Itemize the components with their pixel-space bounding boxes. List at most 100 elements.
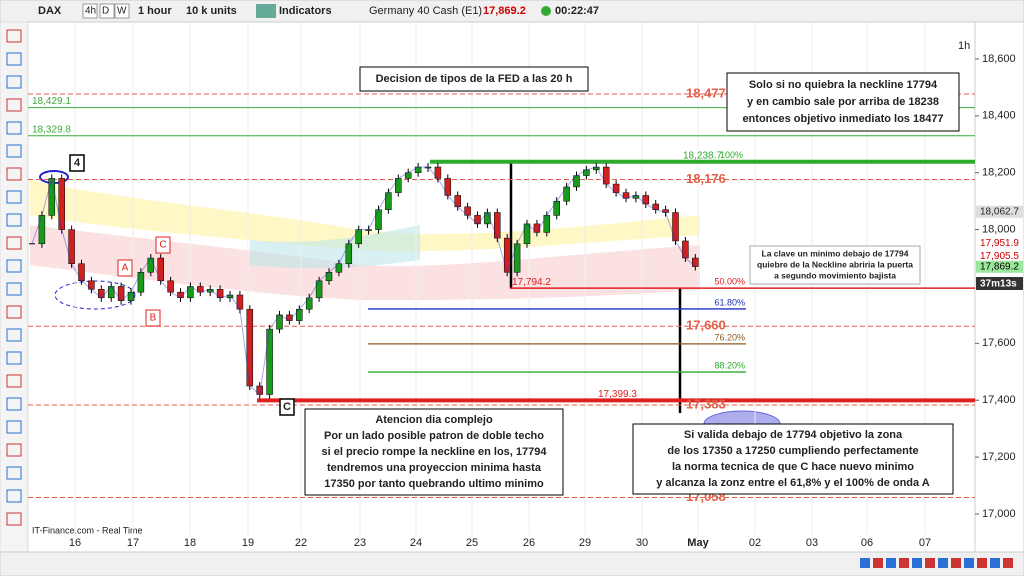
tool-icon[interactable] bbox=[6, 75, 22, 89]
tool-icon[interactable] bbox=[6, 167, 22, 181]
tool-icon[interactable] bbox=[6, 190, 22, 204]
candle bbox=[88, 280, 95, 290]
tool-icon[interactable] bbox=[6, 397, 22, 411]
tool-icon[interactable] bbox=[6, 236, 22, 250]
tool-icon[interactable] bbox=[6, 52, 22, 66]
left-toolbar bbox=[0, 21, 29, 553]
x-tick-label: 18 bbox=[184, 537, 196, 549]
note-line: tendremos una proyeccion minima hasta bbox=[327, 462, 542, 474]
tool-icon[interactable] bbox=[6, 374, 22, 388]
fib-label: 76.20% bbox=[714, 332, 745, 342]
candle bbox=[523, 223, 531, 245]
candle bbox=[692, 257, 699, 267]
candle bbox=[434, 166, 442, 179]
y-tick-label: 17,200 bbox=[982, 451, 1016, 463]
bottom-icon[interactable] bbox=[886, 558, 896, 568]
tool-icon[interactable] bbox=[6, 282, 22, 296]
candle bbox=[503, 237, 511, 273]
bottom-toolbar bbox=[0, 551, 1024, 576]
note-line: quiebre de la Neckline abriria la puerta bbox=[757, 259, 913, 269]
candle bbox=[642, 195, 650, 205]
tool-icon[interactable] bbox=[6, 351, 22, 365]
tool-icon[interactable] bbox=[6, 328, 22, 342]
tf-button[interactable] bbox=[99, 3, 115, 19]
candle bbox=[117, 286, 125, 301]
fib-label: 88.20% bbox=[714, 360, 745, 370]
candle bbox=[276, 314, 283, 330]
y-tick-label: 17,600 bbox=[982, 337, 1016, 349]
wave-box bbox=[279, 398, 295, 416]
tool-icon[interactable] bbox=[6, 489, 22, 503]
tf-button[interactable] bbox=[114, 3, 130, 19]
y-tick-label: 18,000 bbox=[982, 223, 1016, 235]
wave-box bbox=[117, 259, 133, 277]
tf-button[interactable] bbox=[82, 3, 98, 19]
wave-label: A bbox=[122, 263, 129, 274]
note-box bbox=[304, 408, 564, 496]
candle bbox=[325, 271, 333, 282]
tool-icon[interactable] bbox=[6, 443, 22, 457]
x-tick-label: 03 bbox=[806, 537, 818, 549]
candle bbox=[533, 223, 541, 233]
candle bbox=[246, 308, 254, 387]
candle bbox=[187, 286, 194, 299]
candle bbox=[38, 215, 46, 245]
candle bbox=[78, 263, 85, 282]
wave-box bbox=[145, 309, 161, 327]
candle bbox=[593, 166, 600, 171]
candle bbox=[335, 263, 343, 273]
note-line: la norma tecnica de que C hace nuevo min… bbox=[672, 461, 914, 473]
candle bbox=[513, 243, 521, 273]
bottom-icon[interactable] bbox=[964, 558, 974, 568]
symbol[interactable]: DAX bbox=[38, 5, 62, 17]
tool-icon[interactable] bbox=[6, 213, 22, 227]
bottom-icon[interactable] bbox=[1003, 558, 1013, 568]
ellipse bbox=[54, 280, 136, 310]
last-price: 17,869.2 bbox=[483, 5, 526, 17]
candle bbox=[632, 195, 640, 199]
level-label: 18,238.7 bbox=[683, 150, 722, 161]
bottom-icon[interactable] bbox=[860, 558, 870, 568]
tool-icon[interactable] bbox=[6, 466, 22, 480]
timeframe[interactable]: 1 hour bbox=[138, 5, 172, 17]
bottom-icon[interactable] bbox=[873, 558, 883, 568]
bottom-icon[interactable] bbox=[899, 558, 909, 568]
wave-box bbox=[69, 154, 85, 172]
y-tick-label: 18,400 bbox=[982, 110, 1016, 122]
units[interactable]: 10 k units bbox=[186, 5, 237, 17]
note-line: Solo si no quiebra la neckline 17794 bbox=[749, 79, 938, 91]
bottom-icon[interactable] bbox=[951, 558, 961, 568]
tf-button-label[interactable]: D bbox=[102, 6, 109, 17]
wave-box bbox=[155, 236, 171, 254]
indicators[interactable]: Indicators bbox=[279, 5, 332, 17]
interval: 1h bbox=[958, 40, 970, 52]
bottom-icon[interactable] bbox=[912, 558, 922, 568]
tool-icon[interactable] bbox=[6, 98, 22, 112]
tool-icon[interactable] bbox=[6, 121, 22, 135]
wave-label: C bbox=[159, 240, 166, 251]
tool-icon[interactable] bbox=[6, 512, 22, 526]
bottom-icon[interactable] bbox=[925, 558, 935, 568]
credit: IT-Finance.com - Real Time bbox=[32, 525, 143, 535]
x-tick-label: 30 bbox=[636, 537, 648, 549]
note-line: Por un lado posible patron de doble tech… bbox=[324, 430, 544, 442]
tool-icon[interactable] bbox=[6, 420, 22, 434]
x-tick-label: 16 bbox=[69, 537, 81, 549]
note-line: Atencion dia complejo bbox=[375, 414, 493, 426]
candle bbox=[444, 178, 452, 196]
bottom-icon[interactable] bbox=[938, 558, 948, 568]
x-tick-label: 07 bbox=[919, 537, 931, 549]
tf-button-label[interactable]: W bbox=[117, 6, 127, 17]
tool-icon[interactable] bbox=[6, 144, 22, 158]
tool-icon[interactable] bbox=[6, 305, 22, 319]
wave-label: C bbox=[283, 401, 291, 413]
tf-button-label[interactable]: 4h bbox=[85, 6, 96, 17]
tool-icon[interactable] bbox=[6, 259, 22, 273]
price-tag-label: 17,951.9 bbox=[980, 238, 1019, 249]
tool-icon[interactable] bbox=[6, 29, 22, 43]
price-tag-label: 18,062.7 bbox=[980, 206, 1019, 217]
candle bbox=[68, 229, 75, 264]
bottom-icon[interactable] bbox=[990, 558, 1000, 568]
x-tick-label: 19 bbox=[242, 537, 254, 549]
bottom-icon[interactable] bbox=[977, 558, 987, 568]
